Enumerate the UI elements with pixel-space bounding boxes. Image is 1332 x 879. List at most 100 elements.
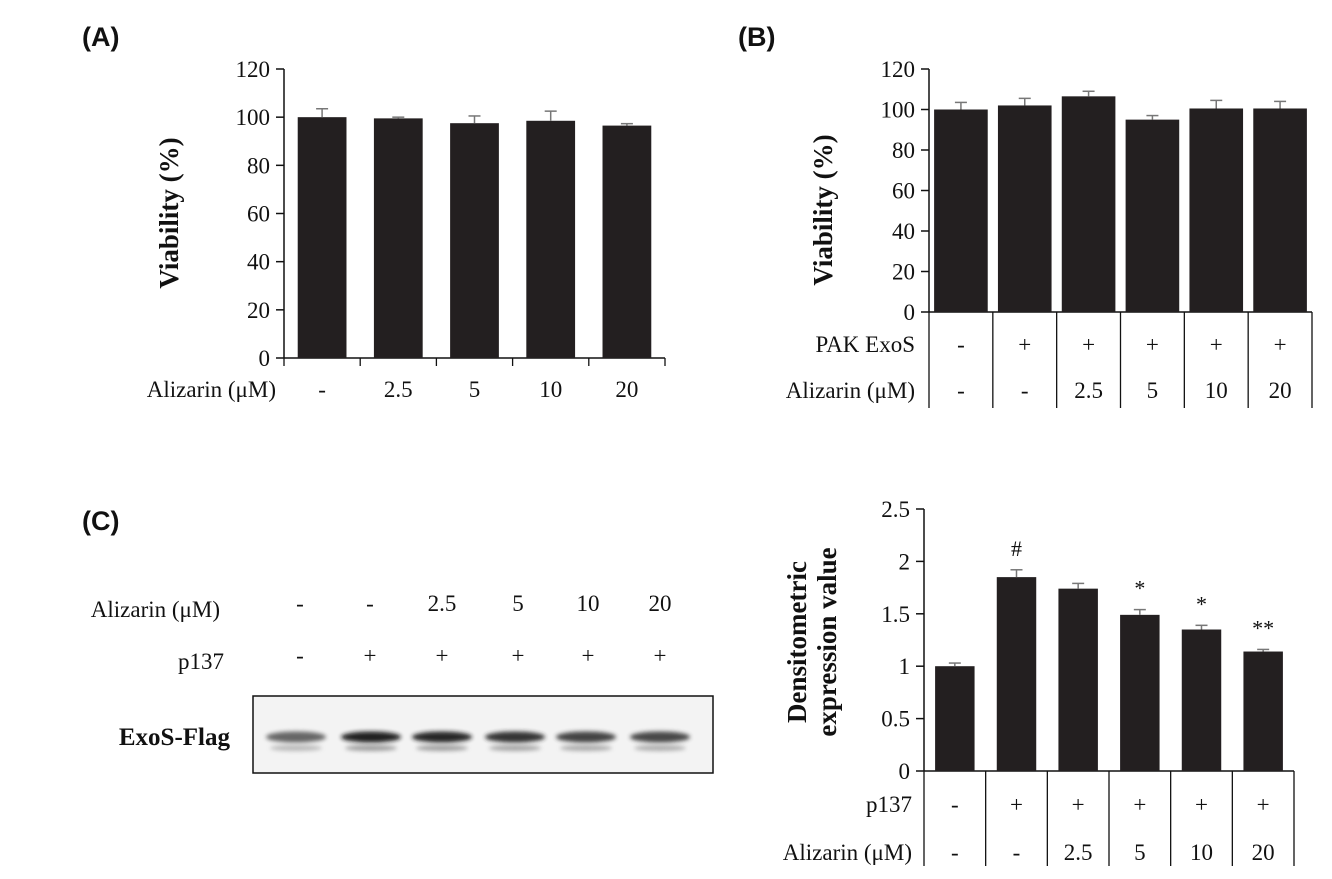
condition-value: 10 — [539, 377, 562, 402]
y-tick-label: 20 — [892, 260, 915, 285]
blot-band-lower — [560, 745, 612, 751]
blot-band — [266, 731, 326, 743]
significance-marker: * — [1134, 576, 1145, 601]
y-tick-label: 20 — [247, 298, 270, 323]
condition-value: 5 — [1147, 378, 1159, 403]
y-axis-label: Viability (%) — [808, 134, 838, 285]
significance-marker: * — [1196, 591, 1207, 616]
y-tick-label: 1 — [899, 654, 911, 679]
y-tick-label: 2.5 — [881, 497, 910, 522]
y-axis-label-line: Viability (%) — [154, 137, 184, 288]
bar — [935, 666, 975, 771]
blot-row-label: Alizarin (μM) — [91, 597, 220, 622]
blot-band-lower — [270, 745, 322, 751]
blot-band — [485, 731, 545, 743]
chart-b: 0 20 40 60 80 100 120 Viability (%) PAK ExoS - + + +… — [786, 57, 1313, 408]
significance-marker: ** — [1252, 615, 1274, 640]
blot-band — [341, 731, 401, 743]
y-tick-label: 80 — [247, 153, 270, 178]
bar — [1253, 108, 1307, 312]
blot-band — [556, 731, 616, 743]
condition-value: + — [1010, 792, 1023, 817]
blot-band — [412, 731, 472, 743]
bar — [297, 117, 347, 359]
condition-value: 2.5 — [1074, 378, 1103, 403]
condition-value: - — [951, 840, 959, 865]
blot-condition-value: + — [654, 643, 667, 668]
condition-row-label: Alizarin (μM) — [786, 378, 915, 403]
condition-value: - — [1021, 378, 1029, 403]
blot-condition-value: + — [364, 643, 377, 668]
blot-condition-value: - — [296, 643, 304, 668]
blot-condition-value: + — [582, 643, 595, 668]
condition-value: - — [957, 378, 965, 403]
condition-value: 2.5 — [384, 377, 413, 402]
y-tick-label: 40 — [247, 250, 270, 275]
condition-row-label: Alizarin (μM) — [783, 840, 912, 865]
condition-value: + — [1210, 332, 1223, 357]
y-tick-label: 0 — [899, 759, 911, 784]
blot-band-label: ExoS-Flag — [119, 724, 231, 751]
significance-marker: # — [1011, 536, 1022, 561]
blot-band-lower — [634, 745, 686, 751]
blot-condition-value: 2.5 — [428, 591, 457, 616]
blot-condition-value: + — [512, 643, 525, 668]
y-axis-label-line: Viability (%) — [808, 134, 838, 285]
bar — [1061, 96, 1116, 313]
bar — [1189, 108, 1244, 312]
condition-value: 5 — [1134, 840, 1146, 865]
y-tick-label: 40 — [892, 219, 915, 244]
bar — [373, 118, 423, 358]
blot-condition-value: - — [296, 591, 304, 616]
blot-condition-value: - — [366, 591, 374, 616]
condition-value: - — [951, 792, 959, 817]
condition-value: + — [1072, 792, 1085, 817]
condition-value: 20 — [1269, 378, 1292, 403]
y-tick-label: 100 — [236, 105, 271, 130]
y-tick-label: 2 — [899, 549, 911, 574]
bar — [602, 125, 652, 359]
bar — [1243, 651, 1283, 771]
panel-label-a: (A) — [82, 22, 119, 52]
condition-value: + — [1133, 792, 1146, 817]
bar — [526, 120, 576, 358]
blot-condition-value: 20 — [649, 591, 672, 616]
bar — [1120, 614, 1160, 771]
condition-value: + — [1257, 792, 1270, 817]
panel-label-b: (B) — [738, 22, 775, 52]
chart-c: 0 0.5 1 1.5 2 2.5 Densitometricexpression valu… — [782, 497, 1295, 866]
y-tick-label: 100 — [881, 98, 916, 123]
condition-value: + — [1082, 332, 1095, 357]
condition-value: 2.5 — [1064, 840, 1093, 865]
condition-value: - — [1013, 840, 1021, 865]
chart-a: 0 20 40 60 80 100 120 Viability (%) Alizarin (μM… — [147, 57, 666, 402]
bar — [934, 109, 988, 312]
y-axis-label-line: expression value — [812, 547, 842, 736]
condition-value: + — [1195, 792, 1208, 817]
y-tick-label: 120 — [881, 57, 916, 82]
bar — [1058, 588, 1098, 771]
condition-value: + — [1146, 332, 1159, 357]
bar — [996, 577, 1037, 771]
condition-value: - — [318, 377, 326, 402]
y-tick-label: 60 — [892, 179, 915, 204]
blot-row-label: p137 — [178, 649, 224, 674]
condition-value: 20 — [1252, 840, 1275, 865]
panel-label-c: (C) — [82, 506, 119, 536]
y-tick-label: 1.5 — [881, 602, 910, 627]
y-tick-label: 0 — [259, 346, 271, 371]
condition-value: 5 — [469, 377, 481, 402]
bar — [1181, 629, 1222, 771]
y-tick-label: 120 — [236, 57, 271, 82]
blot-band-lower — [345, 745, 397, 751]
blot-band — [630, 731, 690, 743]
y-tick-label: 60 — [247, 202, 270, 227]
y-axis-label-line: Densitometric — [782, 561, 812, 723]
condition-row-label: Alizarin (μM) — [147, 377, 276, 402]
blot-condition-value: + — [436, 643, 449, 668]
condition-value: 20 — [615, 377, 638, 402]
y-tick-label: 80 — [892, 138, 915, 163]
blot-band-lower — [489, 745, 541, 751]
y-axis-label: Densitometricexpression value — [782, 547, 842, 736]
